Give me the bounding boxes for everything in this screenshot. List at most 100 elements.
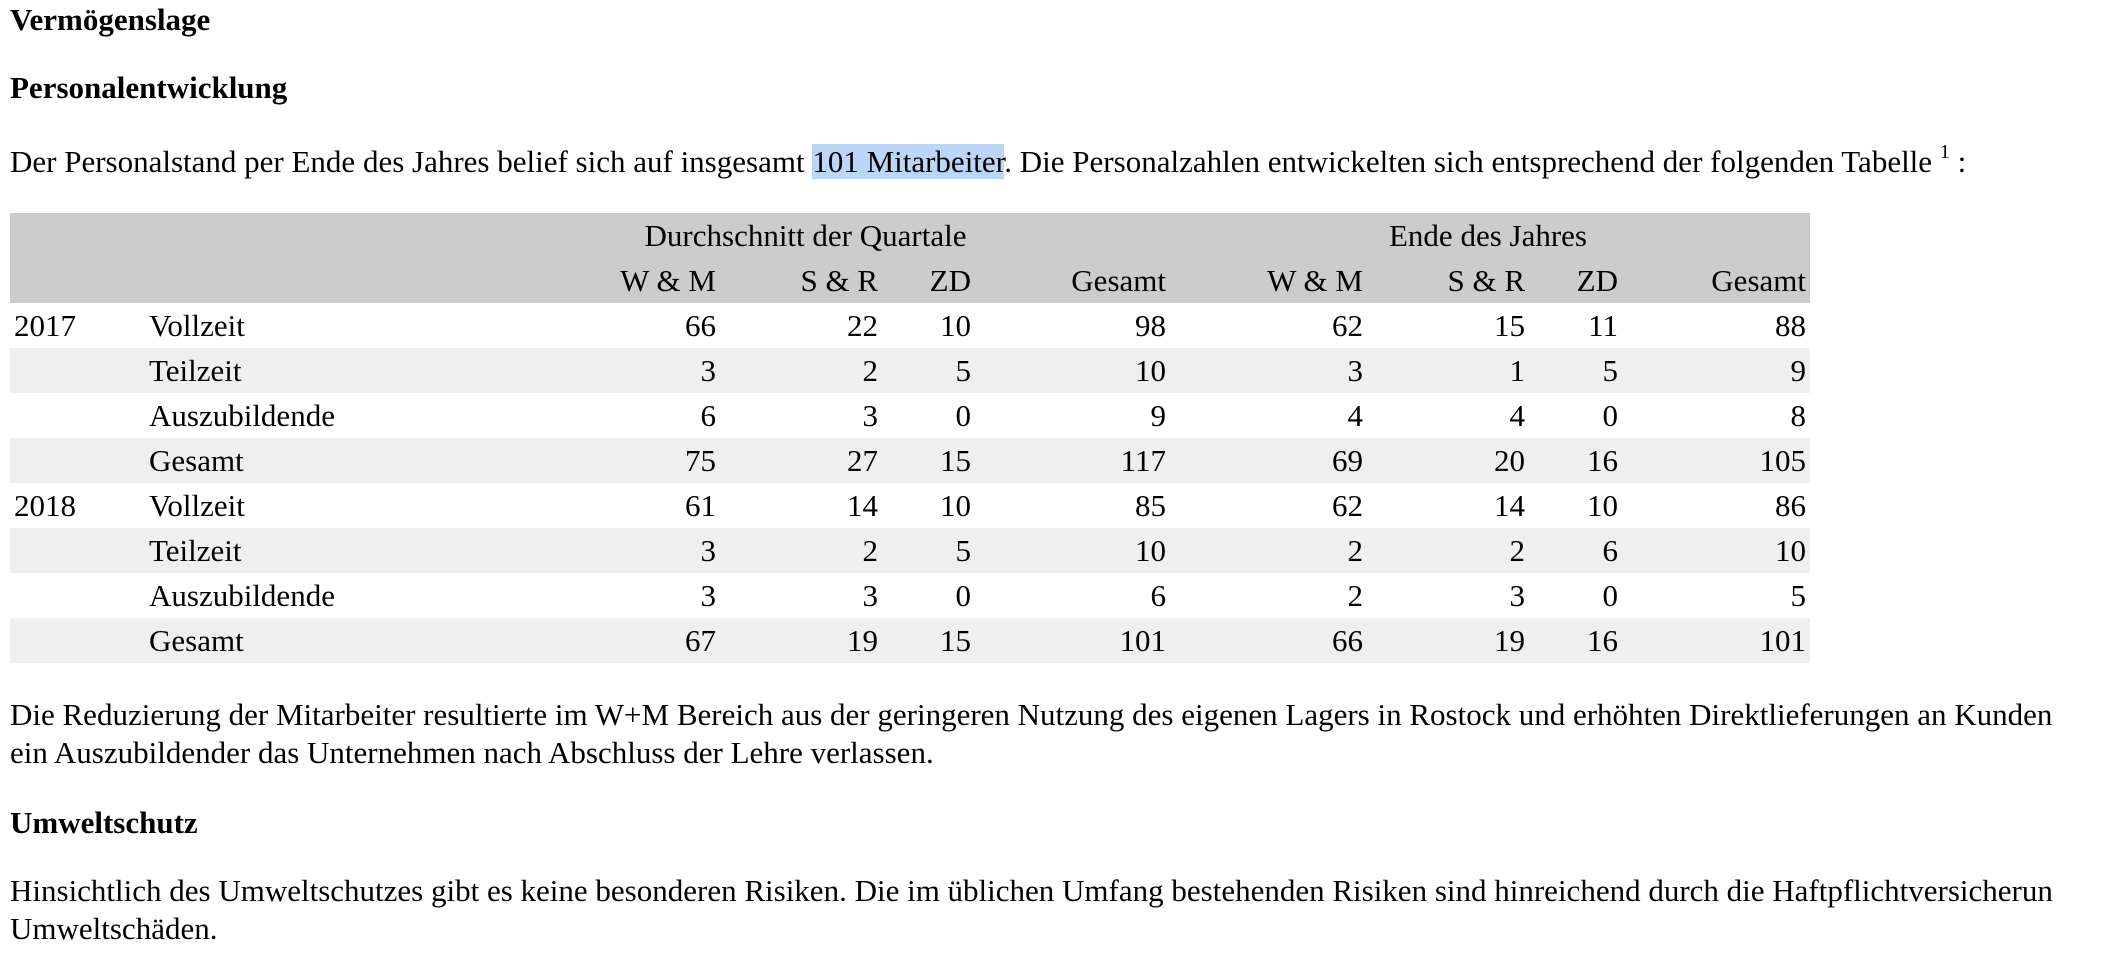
table-cell: 85 [1135,487,1166,523]
umwelt-line-2: Umweltschäden. [10,911,218,946]
table-cell: 3 [1509,577,1526,613]
umwelt-paragraph: Hinsichtlich des Umweltschutzes gibt es … [10,872,2053,948]
table-cell: 0 [1602,577,1619,613]
table-row: Auszubildende 3 3 0 6 2 3 0 5 [10,573,1810,618]
table-cell: 9 [1150,397,1167,433]
table-cell: 10 [1587,487,1618,523]
reduction-paragraph: Die Reduzierung der Mitarbeiter resultie… [10,696,2052,772]
table-cell: 8 [1790,397,1807,433]
table-cell: 16 [1587,442,1618,478]
table-cell: 10 [940,487,971,523]
table-cell: 27 [847,442,878,478]
table-cell: 19 [1494,622,1525,658]
table-cell: 20 [1494,442,1525,478]
header-empty-cell [145,258,445,303]
table-cell: 75 [685,442,716,478]
table-cell: 2 [862,532,879,568]
reduction-line-1: Die Reduzierung der Mitarbeiter resultie… [10,697,2053,732]
table-cell: 10 [940,307,971,343]
table-cell: 15 [1494,307,1525,343]
table-cell: 117 [1120,442,1166,478]
table-column-header-row: W & M S & R ZD Gesamt W & M S & R ZD Ges… [10,258,1810,303]
column-header-sr: S & R [800,262,878,298]
table-cell: 5 [955,532,972,568]
table-row: 2018 Vollzeit 61 14 10 85 62 14 10 86 [10,483,1810,528]
table-cell: 2 [1509,532,1526,568]
table-row: 2017 Vollzeit 66 22 10 98 62 15 11 88 [10,303,1810,348]
row-label: Vollzeit [149,307,245,343]
row-year [10,438,145,483]
table-cell: 3 [862,577,879,613]
intro-paragraph: Der Personalstand per Ende des Jahres be… [10,141,1967,181]
selected-text-highlight[interactable]: 101 Mitarbeiter [812,144,1005,179]
row-year [10,393,145,438]
table-cell: 22 [847,307,878,343]
table-cell: 14 [847,487,878,523]
table-cell: 3 [700,352,717,388]
header-empty-cell [145,213,445,258]
table-cell: 3 [700,577,717,613]
row-label: Auszubildende [149,577,335,613]
column-header-wm: W & M [1267,262,1363,298]
column-header-sr: S & R [1447,262,1525,298]
table-cell: 16 [1587,622,1618,658]
table-cell: 1 [1509,352,1526,388]
row-label: Auszubildende [149,397,335,433]
table-cell: 0 [955,397,972,433]
row-label: Teilzeit [149,352,242,388]
table-cell: 19 [847,622,878,658]
table-group-header-row: Durchschnitt der Quartale Ende des Jahre… [10,213,1810,258]
section-heading-vermoegenslage: Vermögenslage [10,2,211,37]
row-year: 2017 [14,307,76,343]
row-label: Gesamt [149,622,244,658]
row-year [10,528,145,573]
table-cell: 6 [1602,532,1619,568]
table-cell: 6 [700,397,717,433]
table-cell: 66 [1332,622,1363,658]
staff-table: Durchschnitt der Quartale Ende des Jahre… [10,213,1810,663]
table-cell: 2 [862,352,879,388]
row-year [10,348,145,393]
table-cell: 105 [1759,442,1807,478]
intro-text-before: Der Personalstand per Ende des Jahres be… [10,144,813,179]
table-cell: 101 [1119,622,1167,658]
column-header-gesamt: Gesamt [1071,262,1166,298]
table-cell: 3 [700,532,717,568]
table-cell: 88 [1775,307,1806,343]
table-cell: 66 [685,307,716,343]
table-cell: 0 [955,577,972,613]
row-label: Gesamt [149,442,244,478]
row-label: Teilzeit [149,532,242,568]
header-empty-cell [10,213,145,258]
table-cell: 0 [1602,397,1619,433]
column-header-wm: W & M [620,262,716,298]
table-cell: 15 [940,622,971,658]
table-cell: 11 [1588,307,1618,343]
intro-text-after: . Die Personalzahlen entwickelten sich e… [1004,144,1940,179]
group-header-durchschnitt: Durchschnitt der Quartale [644,217,967,253]
section-heading-umweltschutz: Umweltschutz [10,805,198,840]
table-cell: 69 [1332,442,1363,478]
table-cell: 10 [1135,352,1166,388]
row-label: Vollzeit [149,487,245,523]
intro-text-end: : [1949,144,1967,179]
table-cell: 86 [1775,487,1806,523]
table-cell: 5 [1790,577,1807,613]
column-header-zd: ZD [929,262,971,298]
table-cell: 10 [1135,532,1166,568]
row-year [10,573,145,618]
row-year [10,618,145,663]
table-cell: 5 [1602,352,1619,388]
group-header-ende-des-jahres: Ende des Jahres [1389,217,1587,253]
table-cell: 3 [862,397,879,433]
table-cell: 15 [940,442,971,478]
table-cell: 62 [1332,487,1363,523]
table-cell: 61 [685,487,716,523]
table-cell: 6 [1150,577,1167,613]
table-cell: 2 [1347,532,1364,568]
table-cell: 101 [1759,622,1807,658]
section-heading-personalentwicklung: Personalentwicklung [10,70,288,105]
footnote-marker[interactable]: 1 [1939,141,1950,163]
row-year: 2018 [14,487,76,523]
header-empty-cell [10,258,145,303]
